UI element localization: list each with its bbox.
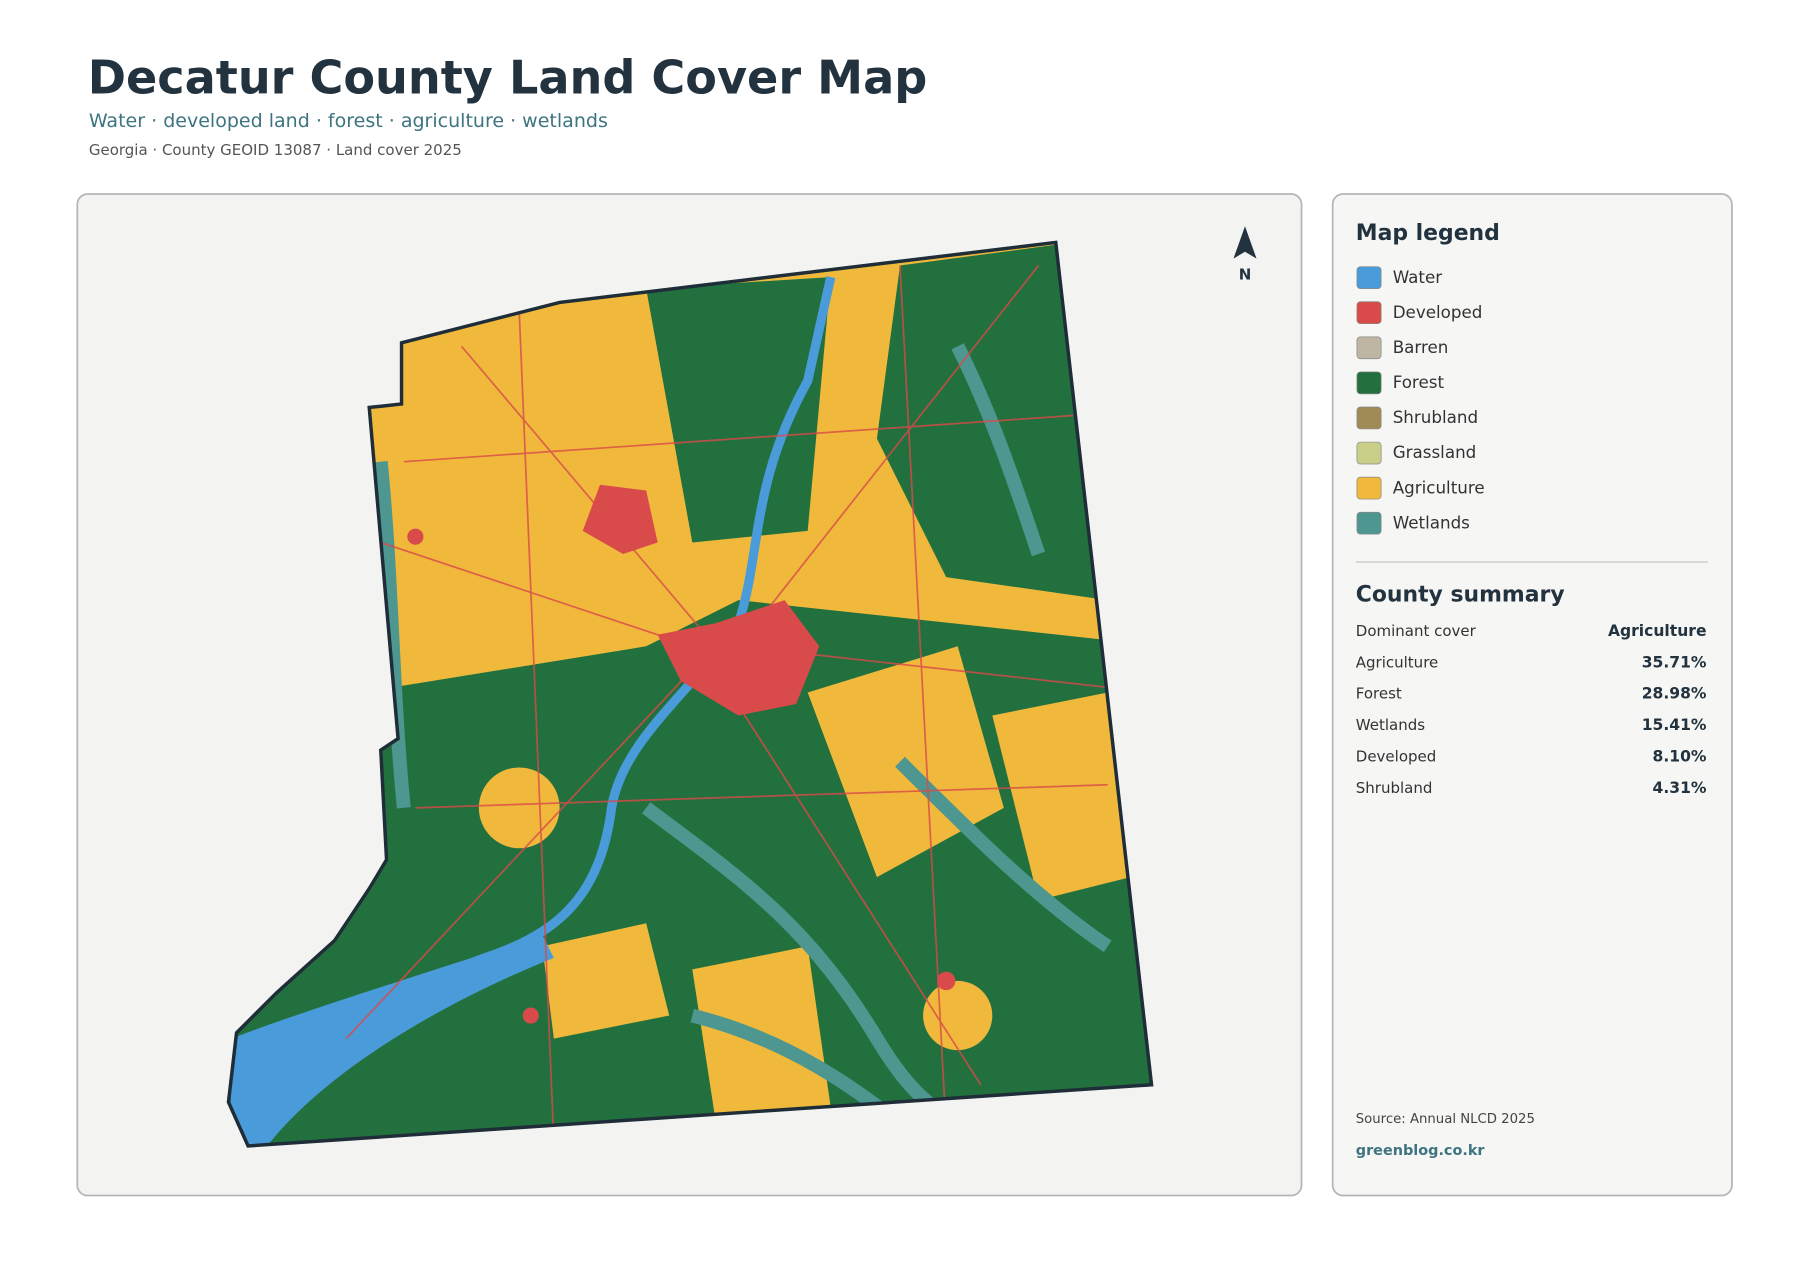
summary-title: County summary bbox=[1356, 582, 1565, 607]
legend-swatch bbox=[1356, 371, 1382, 395]
summary-label: Developed bbox=[1356, 747, 1437, 765]
summary-label: Forest bbox=[1356, 685, 1402, 703]
legend-title: Map legend bbox=[1356, 221, 1500, 246]
legend-label: Grassland bbox=[1393, 442, 1477, 462]
side-panel bbox=[1331, 193, 1733, 1197]
legend-swatch bbox=[1356, 406, 1382, 430]
summary-label: Agriculture bbox=[1356, 653, 1439, 671]
summary-value: 15.41% bbox=[1642, 716, 1707, 734]
summary-label: Shrubland bbox=[1356, 779, 1433, 797]
site: greenblog.co.kr bbox=[1356, 1143, 1486, 1159]
title: Decatur County Land Cover Map bbox=[88, 51, 928, 105]
legend-label: Agriculture bbox=[1393, 477, 1485, 497]
summary-value: 35.71% bbox=[1642, 653, 1707, 671]
summary-value: 8.10% bbox=[1653, 747, 1707, 765]
legend-swatch bbox=[1356, 476, 1382, 500]
legend-swatch bbox=[1356, 301, 1382, 325]
county-boundary bbox=[226, 240, 1154, 1148]
subtitle: Water · developed land · forest · agricu… bbox=[89, 110, 608, 132]
summary: Dominant cover Agriculture Agriculture 35.7… bbox=[1356, 622, 1707, 797]
north-arrow bbox=[1233, 226, 1257, 259]
meta: Georgia · County GEOID 13087 · Land cove… bbox=[89, 141, 462, 159]
summary-value: 4.31% bbox=[1653, 779, 1707, 797]
legend-label: Shrubland bbox=[1393, 407, 1478, 427]
legend-label: Developed bbox=[1393, 302, 1483, 322]
summary-value: 28.98% bbox=[1642, 685, 1707, 703]
legend-swatch bbox=[1356, 511, 1382, 535]
legend-swatch bbox=[1356, 441, 1382, 465]
source: Source: Annual NLCD 2025 bbox=[1356, 1112, 1535, 1127]
legend: Water Developed Barren Forest Shrubland Grass… bbox=[1356, 266, 1485, 535]
legend-swatch bbox=[1356, 266, 1382, 289]
summary-label: Wetlands bbox=[1356, 716, 1425, 734]
legend-label: Water bbox=[1393, 267, 1443, 287]
north-label: N bbox=[1239, 265, 1252, 283]
legend-swatch bbox=[1356, 336, 1382, 360]
summary-label: Dominant cover bbox=[1356, 622, 1477, 640]
legend-label: Barren bbox=[1393, 337, 1449, 357]
legend-label: Forest bbox=[1393, 372, 1445, 392]
legend-label: Wetlands bbox=[1393, 512, 1470, 532]
summary-value: Agriculture bbox=[1608, 622, 1707, 640]
